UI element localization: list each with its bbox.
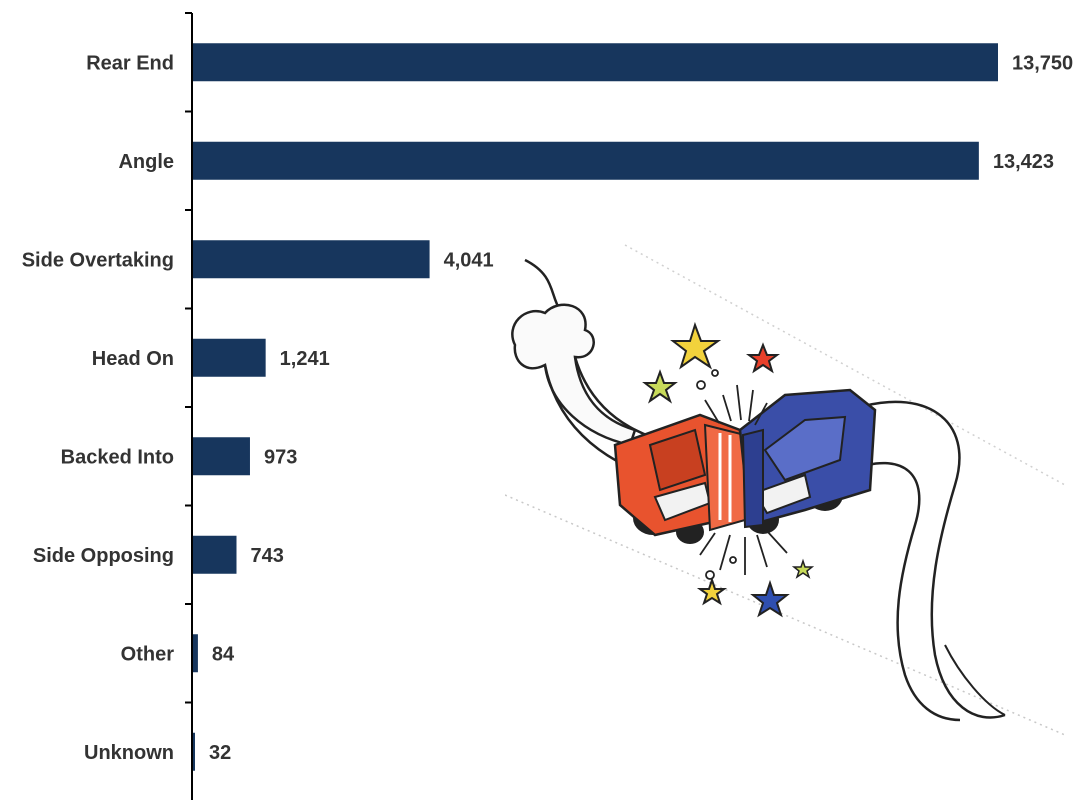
bar-other [193,634,198,673]
value-label: 1,241 [280,348,330,370]
star-gold-small [696,576,728,606]
value-label: 84 [212,643,235,665]
bar-angle [193,141,979,180]
bar-head-on [193,338,266,377]
value-label: 13,423 [993,151,1054,173]
category-label: Side Opposing [33,545,174,567]
category-label: Backed Into [61,446,174,468]
bar-rear-end [193,43,998,82]
blue-car [738,388,877,534]
bars [193,43,998,771]
category-label: Side Overtaking [22,249,174,271]
star-red [746,342,780,374]
star-green-small [791,558,815,579]
bar-unknown [193,732,195,771]
star-gold [670,321,722,370]
value-label: 13,750 [1012,52,1073,74]
car-crash-illustration [505,244,1065,736]
bar-side-opposing [193,535,237,574]
value-label: 973 [264,446,297,468]
category-label: Angle [118,151,174,173]
category-label: Rear End [86,52,174,74]
category-label: Head On [92,348,174,370]
value-label: 4,041 [444,249,494,271]
category-label: Other [121,643,175,665]
category-label: Unknown [84,742,174,764]
star-blue [750,579,790,618]
value-labels: 13,750 13,423 4,041 1,241 973 743 84 32 [209,52,1073,764]
red-car [613,413,747,544]
y-axis [185,12,193,800]
bar-backed-into [193,437,250,476]
value-label: 32 [209,742,231,764]
category-labels: Rear End Angle Side Overtaking Head On Backe… [22,52,174,764]
star-green [642,369,678,404]
bar-side-overtaking [193,240,430,279]
value-label: 743 [250,545,283,567]
